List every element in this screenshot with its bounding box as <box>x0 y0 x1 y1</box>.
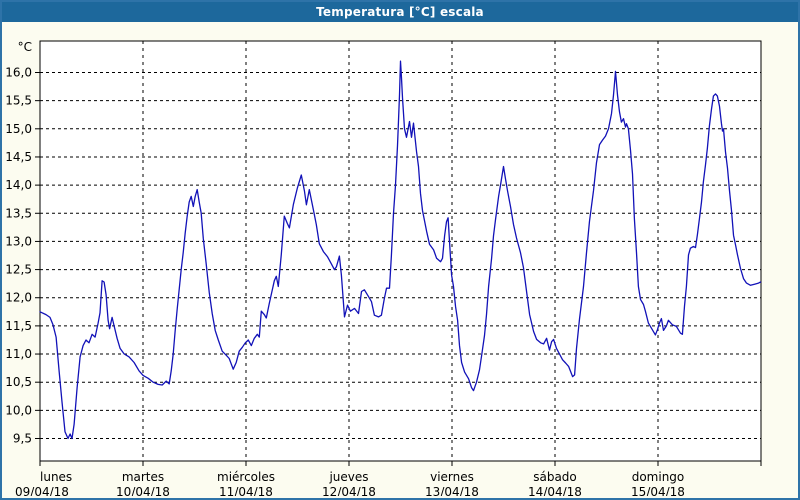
svg-text:martes: martes <box>122 470 164 484</box>
window-title: Temperatura [°C] escala <box>316 5 484 19</box>
svg-text:10/04/18: 10/04/18 <box>116 485 170 496</box>
x-gridlines <box>39 41 762 466</box>
plot-area <box>39 40 762 462</box>
svg-text:15,0: 15,0 <box>5 122 32 136</box>
y-axis-unit-label: °C <box>18 40 32 54</box>
y-tick-labels: 9,5 10,0 10,5 11,0 11,5 12,0 12,5 13,0 13,5 14,0 1… <box>5 66 32 446</box>
svg-text:12/04/18: 12/04/18 <box>322 485 376 496</box>
svg-text:13,0: 13,0 <box>5 234 32 248</box>
temperature-chart: 9,5 10,0 10,5 11,0 11,5 12,0 12,5 13,0 13,5 14,0 1… <box>5 40 762 496</box>
y-gridlines <box>35 72 761 439</box>
svg-text:domingo: domingo <box>632 470 685 484</box>
svg-text:miércoles: miércoles <box>217 470 275 484</box>
svg-text:viernes: viernes <box>430 470 474 484</box>
svg-text:9,5: 9,5 <box>13 432 32 446</box>
svg-text:10,0: 10,0 <box>5 403 32 417</box>
svg-text:16,0: 16,0 <box>5 66 32 80</box>
svg-text:11,0: 11,0 <box>5 347 32 361</box>
temperature-series-line <box>39 60 762 440</box>
svg-text:12,0: 12,0 <box>5 291 32 305</box>
svg-text:12,5: 12,5 <box>5 263 32 277</box>
svg-text:15,5: 15,5 <box>5 94 32 108</box>
svg-text:09/04/18: 09/04/18 <box>15 485 69 496</box>
svg-text:jueves: jueves <box>328 470 368 484</box>
svg-text:13/04/18: 13/04/18 <box>425 485 479 496</box>
svg-text:13,5: 13,5 <box>5 206 32 220</box>
svg-text:lunes: lunes <box>40 470 72 484</box>
svg-text:14,0: 14,0 <box>5 178 32 192</box>
svg-text:11,5: 11,5 <box>5 319 32 333</box>
svg-text:15/04/18: 15/04/18 <box>631 485 685 496</box>
svg-text:sábado: sábado <box>533 470 577 484</box>
title-bar: Temperatura [°C] escala <box>2 2 798 22</box>
svg-text:14/04/18: 14/04/18 <box>528 485 582 496</box>
chart-area: 9,5 10,0 10,5 11,0 11,5 12,0 12,5 13,0 13,5 14,0 1… <box>2 22 798 496</box>
svg-text:11/04/18: 11/04/18 <box>219 485 273 496</box>
svg-text:10,5: 10,5 <box>5 375 32 389</box>
svg-text:14,5: 14,5 <box>5 150 32 164</box>
